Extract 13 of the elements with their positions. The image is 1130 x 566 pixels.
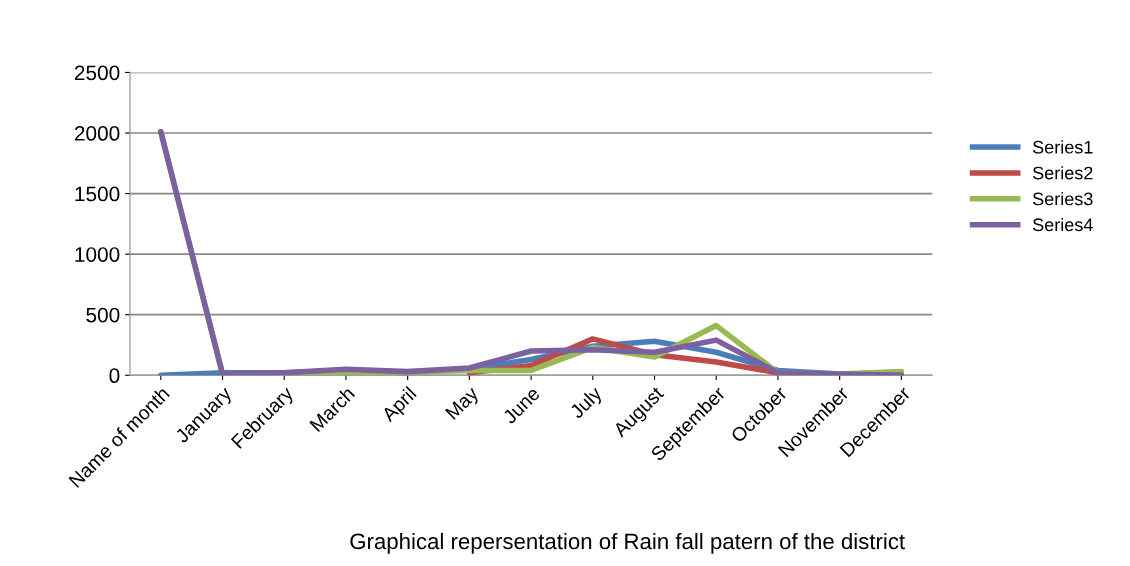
legend-label: Series1 — [1032, 140, 1093, 154]
y-tick-label: 1500 — [75, 186, 120, 202]
legend-label: Series4 — [1032, 217, 1093, 232]
legend-label: Series2 — [1032, 166, 1093, 180]
y-tick-label: 500 — [86, 307, 120, 323]
x-tick-label: July — [568, 385, 606, 423]
y-tick-label: 2500 — [74, 65, 120, 81]
legend-label: Series3 — [1032, 192, 1093, 206]
x-tick-label: May — [445, 385, 483, 423]
x-axis-title: Graphical repersentation of Rain fall patern of the district — [350, 532, 905, 554]
y-tick-label: 2000 — [74, 126, 120, 141]
y-tick-label: 0 — [109, 368, 120, 384]
y-tick-label: 1000 — [75, 247, 120, 262]
